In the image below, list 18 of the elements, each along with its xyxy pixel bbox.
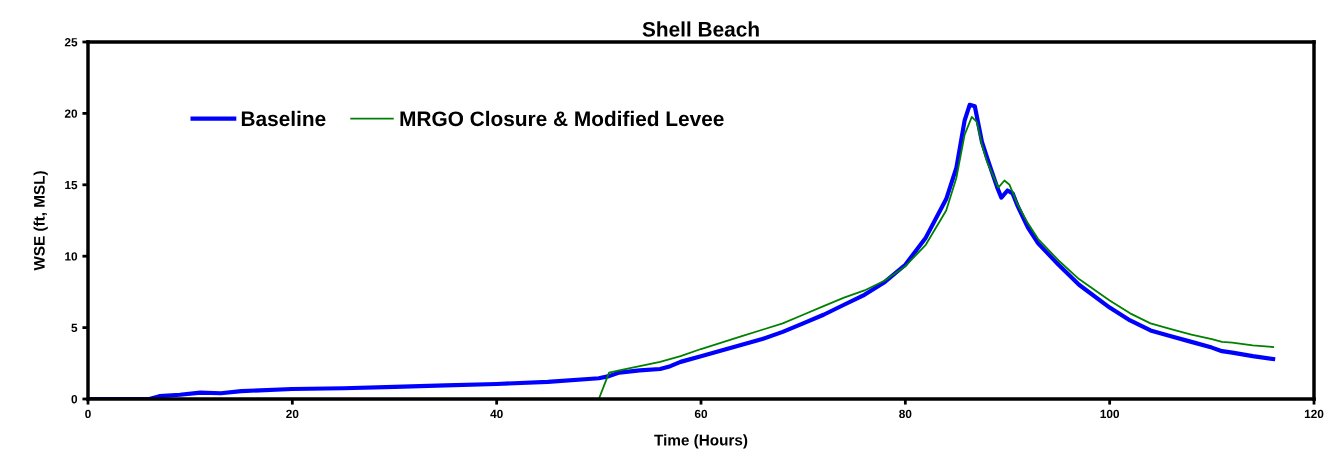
x-tick-label: 40 [490,409,503,419]
x-tick-label: 80 [899,409,912,419]
x-tick-label: 20 [286,409,299,419]
y-tick-label: 25 [64,38,78,47]
y-tick-label: 5 [71,323,78,332]
x-tick-label: 0 [85,409,91,419]
y-tick-label: 0 [71,395,78,404]
x-tick-label: 100 [1100,409,1120,419]
y-axis-title: WSE (ft, MSL) [33,171,48,271]
x-axis-title: Time (Hours) [654,434,748,449]
y-tick-label: 15 [65,180,78,190]
legend-label: MRGO Closure & Modified Levee [400,110,724,127]
legend-label: Baseline [241,110,326,127]
y-tick-label: 10 [65,252,78,261]
y-tick-label: 20 [64,109,78,118]
x-tick-label: 120 [1304,409,1324,419]
chart-title: Shell Beach [642,21,759,37]
x-tick-label: 60 [694,409,708,419]
